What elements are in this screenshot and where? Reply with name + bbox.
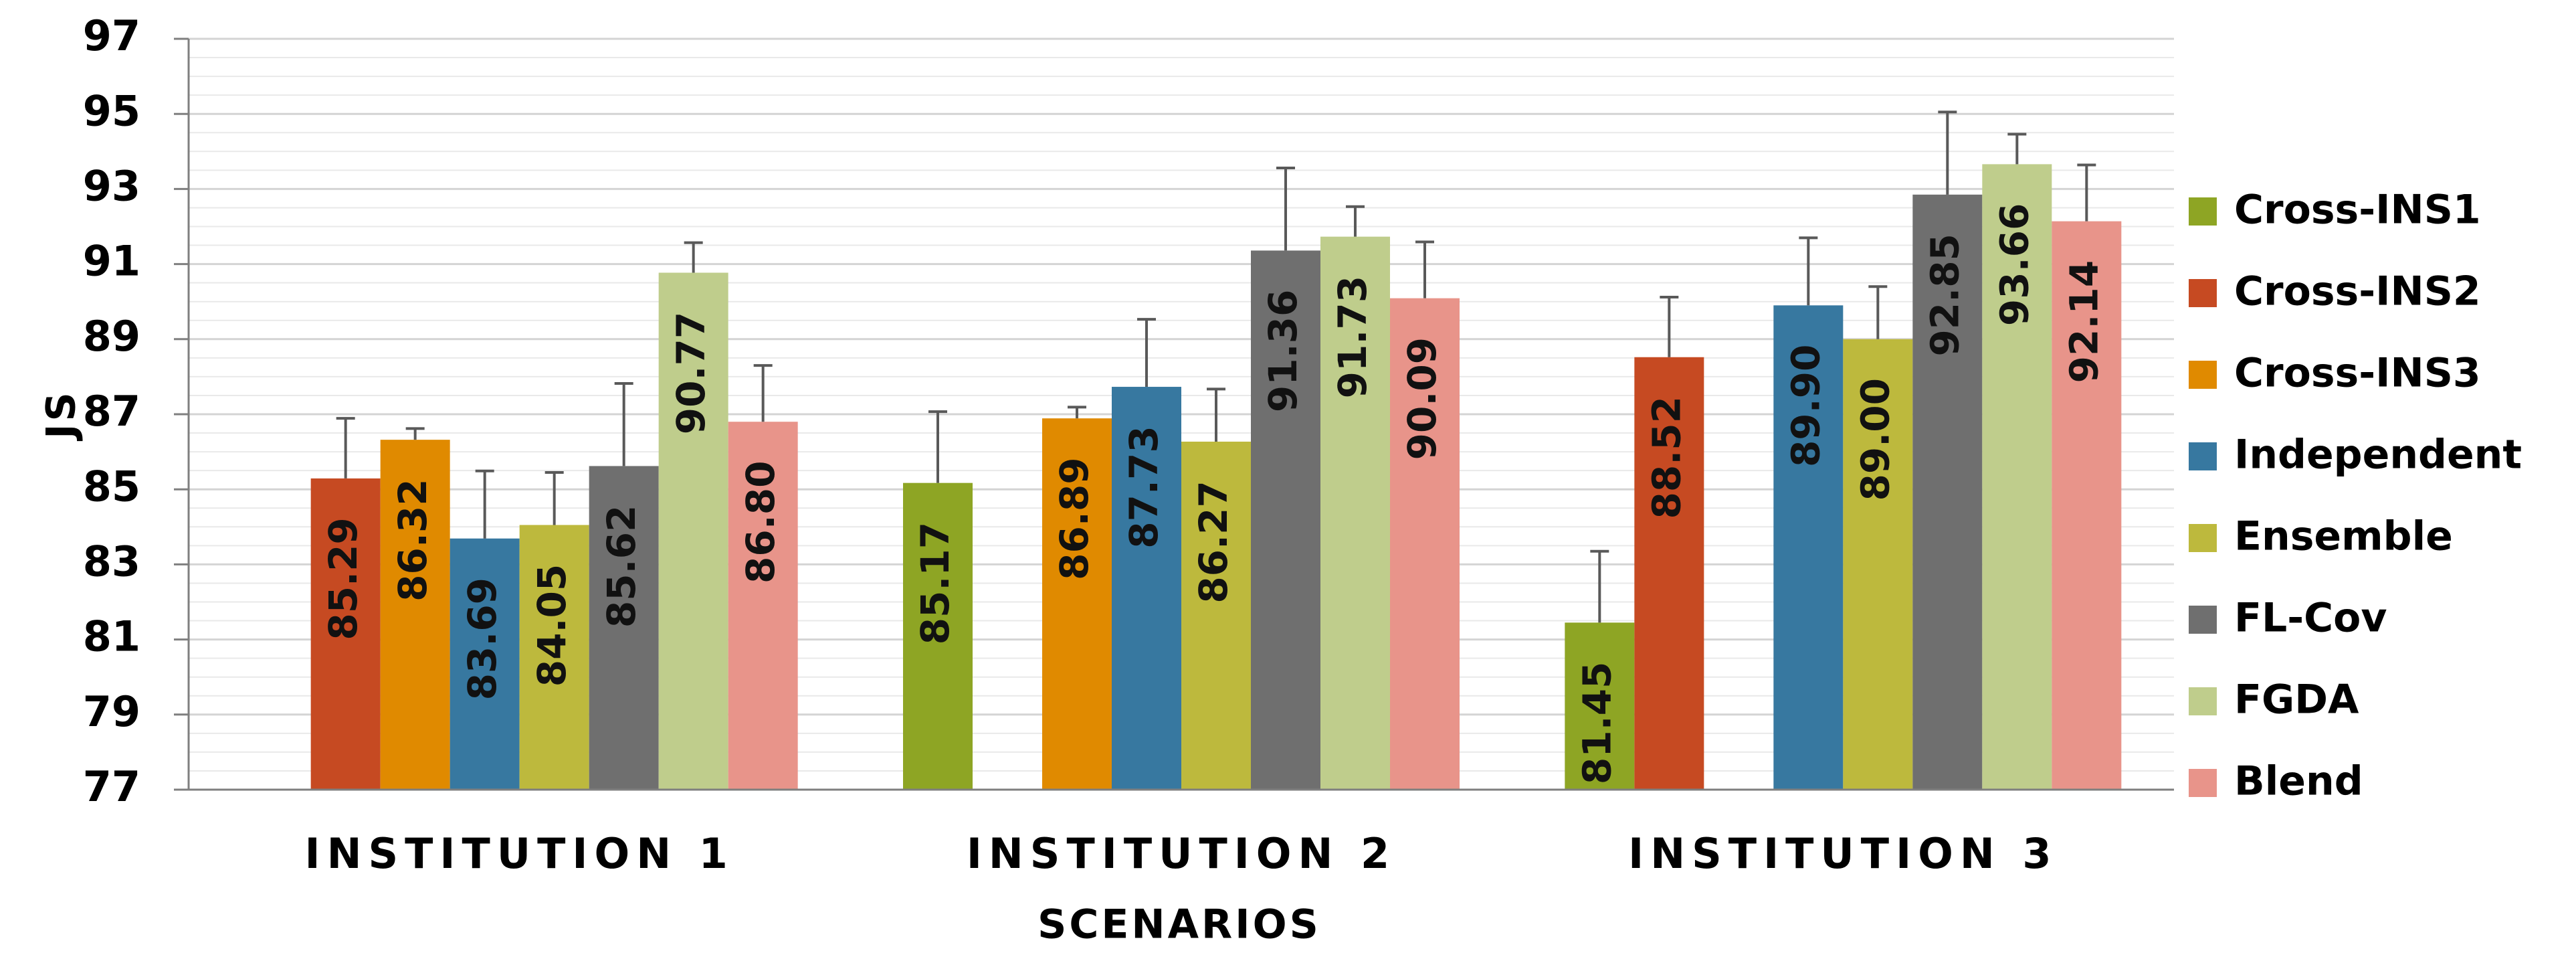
bar [2052, 221, 2122, 790]
legend: Cross-INS1 Cross-INS2 Cross-INS3 Independen… [2189, 187, 2522, 805]
bar [1251, 250, 1320, 790]
bar [1390, 298, 1460, 790]
category-label: INSTITUTION 1 [305, 829, 734, 878]
legend-label: Cross-INS3 [2234, 350, 2481, 397]
bar [1181, 441, 1251, 790]
category-labels: INSTITUTION 1 INSTITUTION 2 INSTITUTION 3 [305, 829, 2058, 878]
y-tick-label: 85 [83, 462, 140, 511]
bar [380, 440, 450, 790]
category-label: INSTITUTION 3 [1628, 829, 2058, 878]
data-label: 93.66 [1991, 203, 2037, 326]
bars: 85.29 86.32 83.69 84.05 85.62 90.77 86.80 85.17… [310, 110, 2122, 790]
bar [903, 482, 973, 790]
data-label: 85.62 [599, 505, 644, 628]
bar [1320, 236, 1390, 790]
x-axis-title: SCENARIOS [1037, 901, 1321, 948]
bar [1912, 194, 1983, 790]
y-tick-label: 87 [83, 387, 140, 436]
data-label: 88.52 [1644, 396, 1689, 519]
bar [450, 538, 520, 790]
bar [1565, 622, 1635, 790]
legend-label: Ensemble [2234, 513, 2453, 560]
legend-swatch [2189, 524, 2217, 552]
legend-swatch [2189, 687, 2217, 715]
data-label: 90.09 [1399, 337, 1445, 460]
legend-swatch [2189, 361, 2217, 389]
legend-label: Cross-INS1 [2234, 187, 2481, 234]
legend-swatch [2189, 442, 2217, 470]
bar [1112, 387, 1181, 790]
data-label: 84.05 [529, 564, 575, 687]
y-tick-label: 79 [83, 687, 140, 736]
y-tick-label: 93 [83, 161, 140, 210]
legend-swatch [2189, 279, 2217, 307]
bar [519, 525, 589, 790]
legend-label: Blend [2234, 758, 2363, 805]
data-label: 90.77 [668, 312, 714, 434]
y-tick-label: 81 [83, 612, 140, 661]
legend-label: Cross-INS2 [2234, 268, 2481, 315]
data-label: 85.29 [320, 517, 366, 640]
y-tick-label: 97 [83, 11, 140, 60]
data-label: 86.89 [1052, 457, 1097, 580]
data-label: 91.36 [1260, 290, 1306, 412]
bar [1843, 339, 1913, 790]
legend-swatch [2189, 769, 2217, 797]
y-tick-label: 77 [83, 762, 140, 811]
data-label: 87.73 [1121, 426, 1167, 548]
legend-label: Independent [2234, 432, 2522, 478]
data-label: 83.69 [460, 578, 505, 700]
category-label: INSTITUTION 2 [967, 829, 1396, 878]
data-label: 89.90 [1783, 345, 1828, 467]
data-label: 86.27 [1191, 480, 1236, 603]
data-label: 92.14 [2061, 260, 2106, 383]
bar [1773, 305, 1844, 790]
data-label: 86.80 [738, 460, 783, 583]
data-label: 85.17 [912, 522, 958, 644]
bar [589, 466, 659, 790]
bar [658, 272, 728, 790]
legend-label: FL-Cov [2234, 595, 2387, 642]
y-axis-title: JS [38, 389, 85, 442]
y-tick-label: 91 [83, 237, 140, 286]
data-label: 81.45 [1574, 662, 1619, 784]
legend-label: FGDA [2234, 677, 2359, 723]
bar [728, 422, 798, 790]
legend-swatch [2189, 606, 2217, 634]
data-label: 86.32 [390, 478, 435, 601]
bar [1634, 357, 1704, 790]
data-label: 92.85 [1922, 234, 1967, 356]
bar [1042, 418, 1112, 790]
y-tick-labels: 77 79 81 83 85 87 89 91 93 95 97 [83, 11, 189, 811]
bar [1982, 164, 2052, 790]
data-label: 89.00 [1852, 378, 1898, 501]
y-tick-label: 95 [83, 86, 140, 135]
y-tick-label: 89 [83, 312, 140, 361]
legend-swatch [2189, 197, 2217, 226]
y-tick-label: 83 [83, 537, 140, 586]
bar [310, 478, 381, 790]
data-label: 91.73 [1330, 276, 1375, 398]
